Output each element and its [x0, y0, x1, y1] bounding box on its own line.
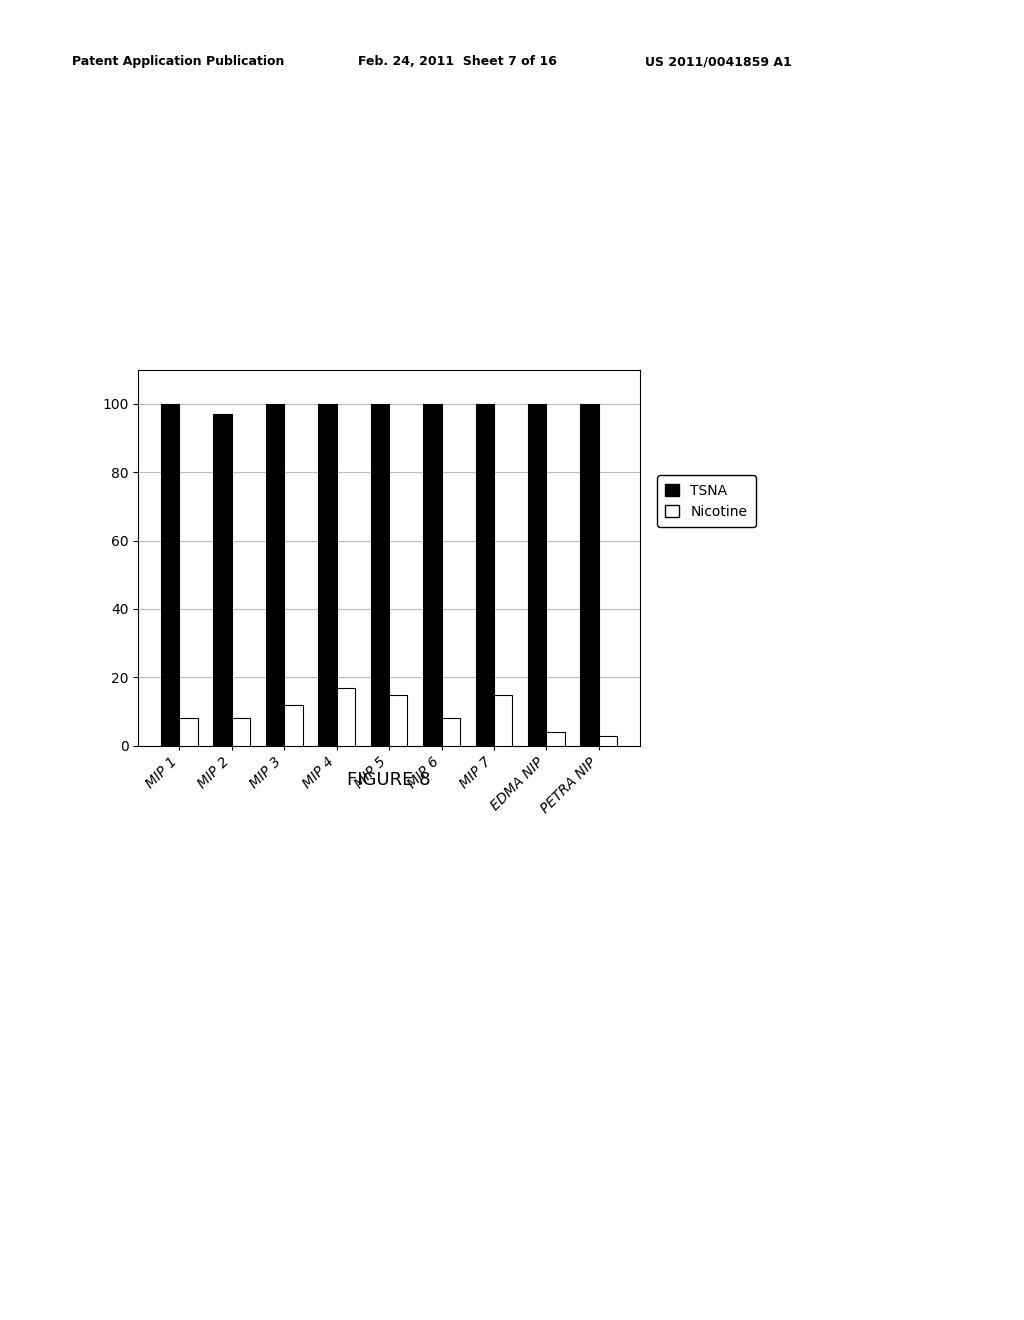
- Bar: [213, 414, 231, 746]
- Bar: [266, 404, 285, 746]
- Text: Feb. 24, 2011  Sheet 7 of 16: Feb. 24, 2011 Sheet 7 of 16: [358, 55, 557, 69]
- Bar: [161, 404, 179, 746]
- Bar: [599, 735, 617, 746]
- Text: FIGURE 8: FIGURE 8: [347, 771, 431, 789]
- Text: Patent Application Publication: Patent Application Publication: [72, 55, 284, 69]
- Bar: [337, 688, 355, 746]
- Bar: [581, 404, 599, 746]
- Legend: TSNA, Nicotine: TSNA, Nicotine: [657, 475, 756, 527]
- Bar: [528, 404, 547, 746]
- Bar: [547, 733, 565, 746]
- Bar: [475, 404, 494, 746]
- Bar: [371, 404, 389, 746]
- Bar: [285, 705, 303, 746]
- Bar: [441, 718, 460, 746]
- Bar: [389, 694, 408, 746]
- Bar: [179, 718, 198, 746]
- Bar: [231, 718, 250, 746]
- Bar: [318, 404, 337, 746]
- Bar: [423, 404, 441, 746]
- Bar: [494, 694, 512, 746]
- Text: US 2011/0041859 A1: US 2011/0041859 A1: [645, 55, 792, 69]
